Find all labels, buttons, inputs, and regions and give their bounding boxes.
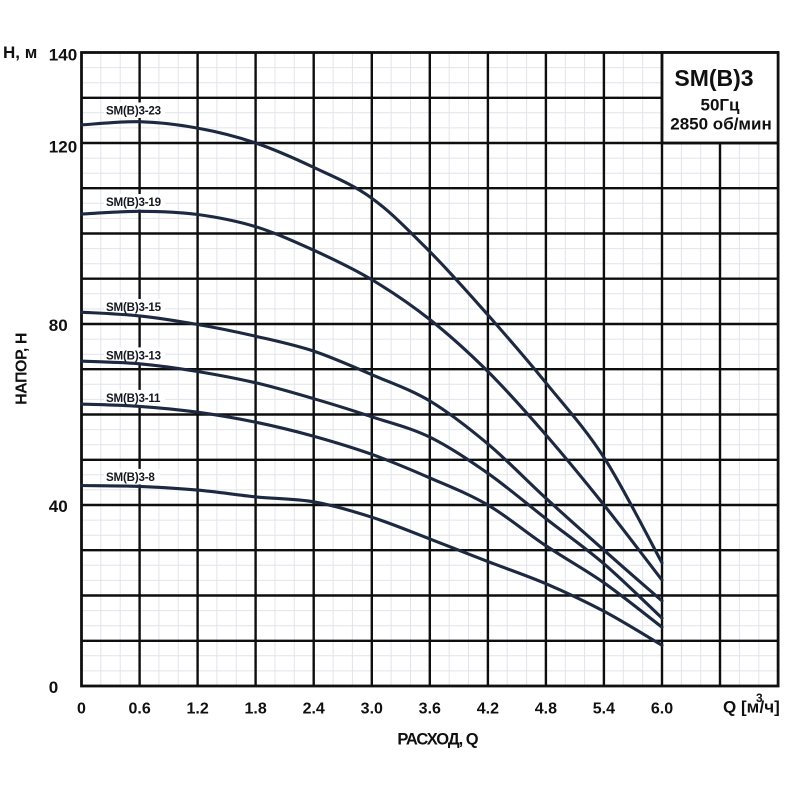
svg-text:4.8: 4.8: [535, 701, 557, 718]
svg-text:Q [м: Q [м: [723, 698, 759, 717]
svg-text:2.4: 2.4: [303, 701, 325, 718]
svg-text:/ч]: /ч]: [760, 698, 780, 717]
svg-text:50Гц: 50Гц: [701, 96, 741, 115]
svg-text:SM(B)3: SM(B)3: [674, 65, 753, 91]
svg-text:0: 0: [77, 701, 86, 718]
svg-text:5.4: 5.4: [593, 701, 615, 718]
svg-text:4.2: 4.2: [477, 701, 499, 718]
svg-text:SM(B)3-8: SM(B)3-8: [106, 471, 155, 484]
svg-text:3: 3: [756, 691, 763, 705]
svg-text:0: 0: [49, 678, 58, 697]
svg-text:6.0: 6.0: [651, 701, 673, 718]
svg-text:40: 40: [49, 497, 68, 516]
svg-text:3.6: 3.6: [419, 701, 441, 718]
svg-text:140: 140: [49, 46, 77, 65]
svg-text:Н, м: Н, м: [3, 43, 37, 62]
svg-text:РАСХОД, Q: РАСХОД, Q: [397, 731, 478, 749]
svg-text:3.0: 3.0: [361, 701, 383, 718]
svg-text:SM(B)3-11: SM(B)3-11: [106, 392, 161, 405]
svg-text:НАПОР, Н: НАПОР, Н: [14, 333, 31, 405]
svg-text:0.6: 0.6: [128, 701, 150, 718]
svg-text:SM(B)3-13: SM(B)3-13: [106, 349, 162, 362]
svg-text:SM(B)3-19: SM(B)3-19: [106, 196, 162, 209]
svg-text:1.8: 1.8: [244, 701, 266, 718]
svg-text:SM(B)3-23: SM(B)3-23: [106, 105, 162, 118]
svg-text:2850 об/мин: 2850 об/мин: [670, 115, 771, 134]
svg-text:80: 80: [49, 316, 68, 335]
svg-text:120: 120: [49, 138, 77, 157]
svg-text:SM(B)3-15: SM(B)3-15: [106, 301, 162, 314]
svg-text:1.2: 1.2: [186, 701, 208, 718]
